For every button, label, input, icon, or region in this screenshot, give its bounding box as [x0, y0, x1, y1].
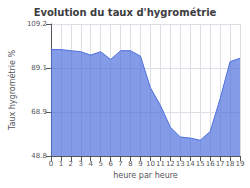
svg-text:14: 14 [186, 160, 195, 168]
svg-text:3: 3 [79, 160, 83, 168]
svg-text:18: 18 [226, 160, 235, 168]
svg-text:7: 7 [118, 160, 122, 168]
svg-text:16: 16 [206, 160, 215, 168]
svg-text:2: 2 [69, 160, 73, 168]
svg-text:17: 17 [216, 160, 225, 168]
svg-text:heure par heure: heure par heure [113, 171, 178, 180]
svg-text:109.2: 109.2 [27, 20, 47, 28]
svg-text:8: 8 [128, 160, 132, 168]
svg-text:Evolution du taux d'hygrométri: Evolution du taux d'hygrométrie [34, 7, 217, 18]
svg-text:Taux hygrométrie %: Taux hygrométrie % [7, 50, 17, 132]
svg-text:1: 1 [59, 160, 63, 168]
svg-text:5: 5 [98, 160, 102, 168]
svg-text:4: 4 [89, 160, 94, 168]
svg-text:6: 6 [108, 160, 113, 168]
svg-text:9: 9 [138, 160, 142, 168]
svg-text:89.1: 89.1 [31, 64, 47, 72]
svg-text:68.9: 68.9 [31, 108, 47, 116]
svg-text:19: 19 [236, 160, 245, 168]
svg-text:12: 12 [166, 160, 175, 168]
svg-text:15: 15 [196, 160, 205, 168]
svg-text:48.8: 48.8 [31, 152, 47, 160]
svg-text:10: 10 [146, 160, 155, 168]
svg-text:0: 0 [49, 160, 53, 168]
svg-text:13: 13 [176, 160, 185, 168]
svg-text:11: 11 [156, 160, 165, 168]
